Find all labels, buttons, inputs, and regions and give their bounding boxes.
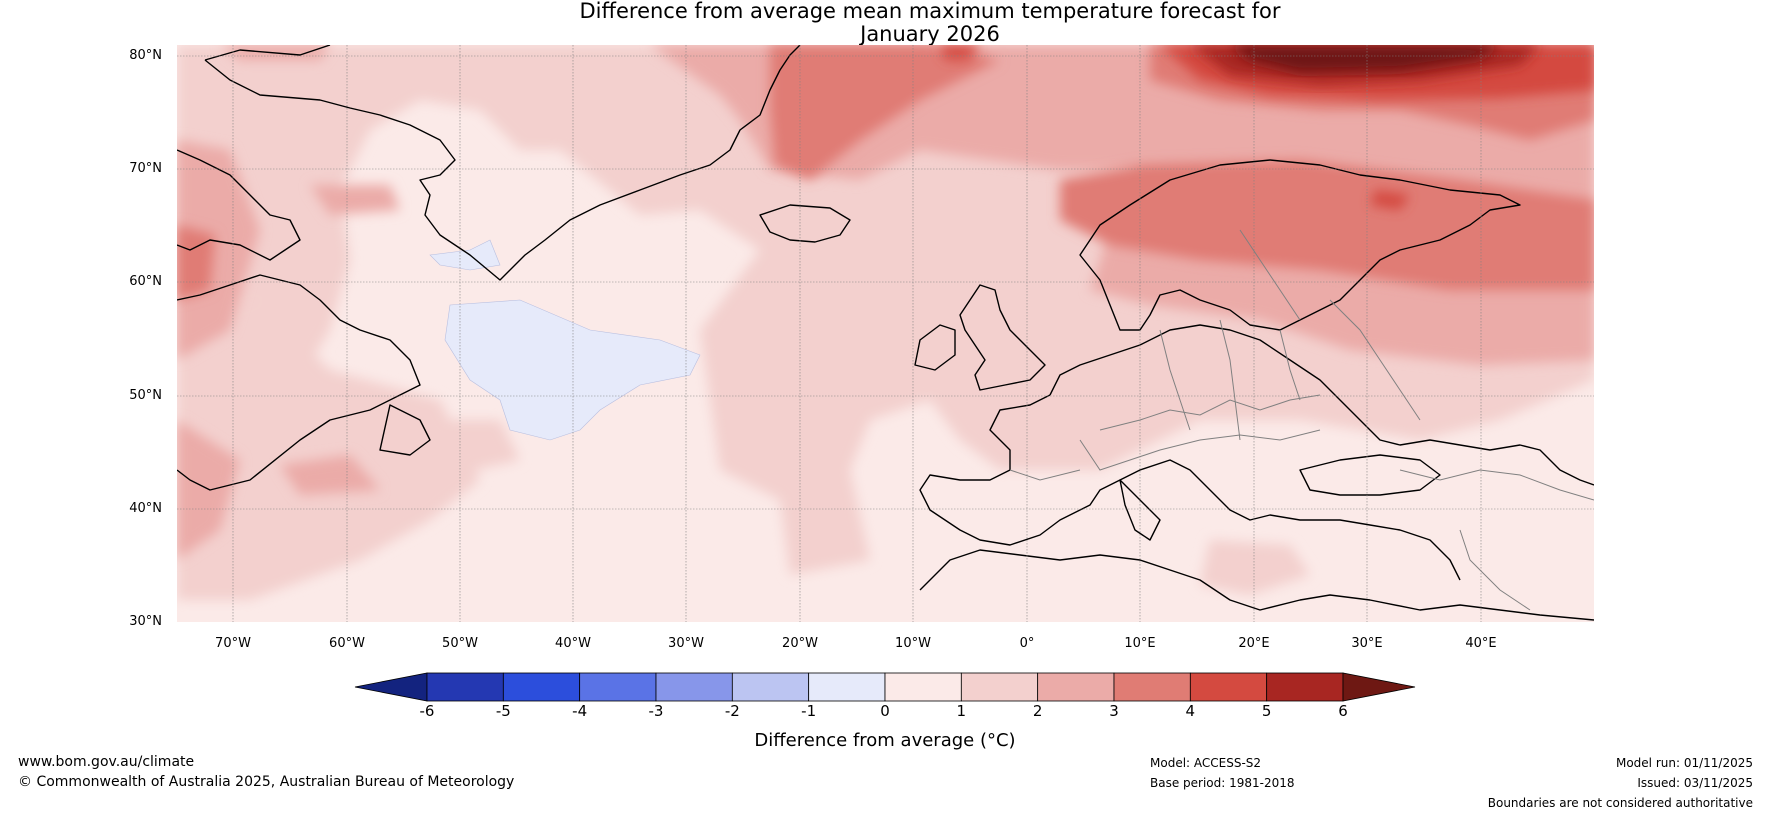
map-title-line1: Difference from average mean maximum tem… <box>579 0 1281 23</box>
colorbar-box <box>655 672 733 702</box>
colorbar-tick-label: -1 <box>801 702 817 720</box>
colorbar-title: Difference from average (°C) <box>754 730 1016 751</box>
map-title: Difference from average mean maximum tem… <box>0 0 1770 46</box>
boundaries-disclaimer: Boundaries are not considered authoritat… <box>1487 796 1753 810</box>
colorbar-tick-label: 4 <box>1185 702 1196 720</box>
colorbar-box <box>1266 672 1344 702</box>
lon-label-30w: 30°W <box>668 636 704 651</box>
lat-label-80n: 80°N <box>129 48 162 63</box>
anomaly-field <box>177 45 1594 622</box>
country-borders <box>1009 229 1594 611</box>
model-run-date: Model run: 01/11/2025 <box>1615 756 1753 770</box>
colorbar-box <box>808 672 886 702</box>
lon-label-50w: 50°W <box>442 636 478 651</box>
base-period: Base period: 1981-2018 <box>1150 776 1295 790</box>
model-name: Model: ACCESS-S2 <box>1150 756 1262 770</box>
lat-label-50n: 50°N <box>129 388 162 403</box>
colorbar-box <box>960 672 1039 702</box>
lat-label-70n: 70°N <box>129 161 162 176</box>
colorbar-tick-label: 1 <box>956 702 967 720</box>
colorbar-tick-label: -3 <box>648 702 664 720</box>
colorbar-box <box>502 672 581 702</box>
colorbar-tick-label: 0 <box>880 702 890 720</box>
gridlines <box>177 45 1594 622</box>
colorbar-tick-label: 6 <box>1338 702 1348 720</box>
lat-label-40n: 40°N <box>129 501 162 516</box>
lon-label-10w: 10°W <box>895 636 931 651</box>
colorbar-boxes <box>354 672 1416 702</box>
lon-label-20e: 20°E <box>1238 636 1270 651</box>
anomaly-fill-above-6 <box>1230 45 1500 72</box>
anomaly-fill-minus1-0 <box>429 239 701 441</box>
colorbar-extend-low <box>354 672 428 702</box>
website-link[interactable]: www.bom.gov.au/climate <box>18 754 195 770</box>
colorbar-tick-label: -6 <box>419 702 435 720</box>
lon-label-0: 0° <box>1019 636 1035 651</box>
lon-label-40w: 40°W <box>555 636 591 651</box>
lon-label-40e: 40°E <box>1465 636 1497 651</box>
colorbar-box <box>731 672 810 702</box>
colorbar-tick-label: -4 <box>572 702 588 720</box>
lat-label-30n: 30°N <box>129 614 162 629</box>
lon-label-10e: 10°E <box>1124 636 1156 651</box>
colorbar-box <box>426 672 504 702</box>
lon-label-20w: 20°W <box>782 636 818 651</box>
colorbar-tick-label: 3 <box>1109 702 1119 720</box>
colorbar-box <box>1189 672 1268 702</box>
colorbar-tick-label: -2 <box>724 702 740 720</box>
colorbar-box <box>579 672 657 702</box>
colorbar-extend-high <box>1342 672 1416 702</box>
lon-label-60w: 60°W <box>329 636 365 651</box>
colorbar-tick-label: -5 <box>495 702 511 720</box>
copyright-text: © Commonwealth of Australia 2025, Austra… <box>18 774 515 790</box>
coastlines <box>177 45 1594 621</box>
lat-label-60n: 60°N <box>129 274 162 289</box>
colorbar-tick-label: 5 <box>1261 702 1272 720</box>
map-title-line2: January 2026 <box>860 22 1000 46</box>
colorbar-tick-label: 2 <box>1032 702 1043 720</box>
issued-date: Issued: 03/11/2025 <box>1637 776 1753 790</box>
colorbar-box <box>1113 672 1191 702</box>
lon-label-70w: 70°W <box>215 636 251 651</box>
colorbar-box <box>884 672 962 702</box>
lon-label-30e: 30°E <box>1351 636 1383 651</box>
colorbar-box <box>1037 672 1115 702</box>
